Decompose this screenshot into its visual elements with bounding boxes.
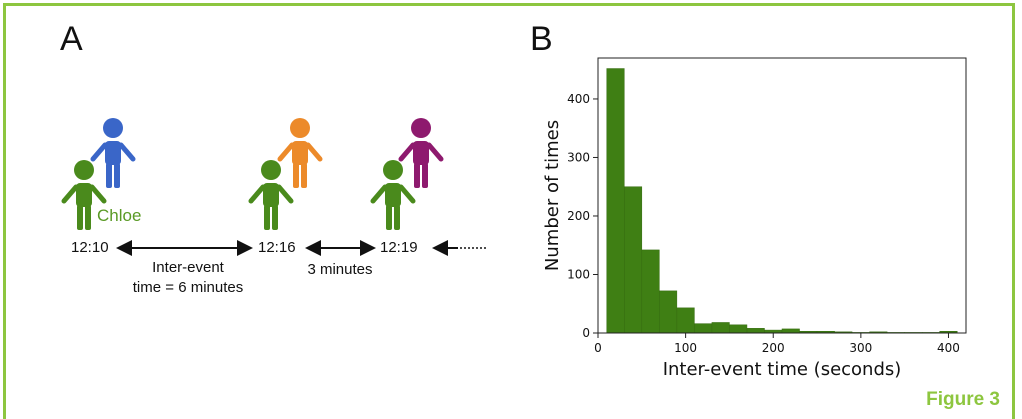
histogram-chart: 0 100 200 300 400 0 100 200 300 400 Inter-event …: [542, 57, 967, 380]
x-tick-label: 400: [937, 341, 960, 355]
x-tick-label: 0: [594, 341, 602, 355]
histogram-bar: [659, 290, 678, 334]
histogram-bar: [711, 322, 730, 334]
plot-area: [597, 57, 967, 334]
time-label-3: 12:19: [380, 239, 418, 256]
y-axis-ticks: 0 100 200 300 400: [567, 92, 598, 340]
x-axis-ticks: 0 100 200 300 400: [594, 333, 960, 355]
x-axis-label: Inter-event time (seconds): [663, 359, 902, 380]
person-name-label: Chloe: [97, 206, 141, 225]
histogram-bar: [781, 328, 800, 334]
y-tick-label: 100: [567, 267, 590, 281]
person-blue-icon: [90, 118, 136, 188]
panel-b-letter: B: [530, 20, 553, 58]
histogram-bar: [729, 324, 748, 334]
histogram-bar: [641, 249, 660, 334]
interval-label-2: 3 minutes: [307, 261, 372, 278]
y-tick-label: 200: [567, 209, 590, 223]
person-chloe-icon: [248, 160, 294, 230]
y-tick-label: 300: [567, 150, 590, 164]
histogram-bar: [624, 186, 643, 334]
histogram-bars: [606, 68, 958, 334]
person-chloe-icon: [61, 160, 107, 230]
y-tick-label: 0: [582, 326, 590, 340]
panel-a-letter: A: [60, 20, 83, 58]
person-chloe-icon: [370, 160, 416, 230]
figure-frame: [3, 3, 1015, 419]
histogram-bar: [606, 68, 625, 334]
interval-label-1-line1: Inter-event: [152, 259, 225, 276]
histogram-bar: [746, 328, 765, 334]
interval-label-1-line2: time = 6 minutes: [133, 279, 243, 296]
histogram-bar: [676, 307, 695, 334]
histogram-bar: [694, 323, 713, 334]
x-tick-label: 200: [762, 341, 785, 355]
figure-label: Figure 3: [926, 389, 1000, 410]
time-label-1: 12:10: [71, 239, 109, 256]
x-tick-label: 300: [849, 341, 872, 355]
x-tick-label: 100: [674, 341, 697, 355]
timeline-diagram: Chloe 12:10 12:16 12:19 Inter-event time…: [61, 118, 486, 296]
time-label-2: 12:16: [258, 239, 296, 256]
person-purple-icon: [398, 118, 444, 188]
y-tick-label: 400: [567, 92, 590, 106]
y-axis-label: Number of times: [542, 120, 563, 271]
person-orange-icon: [277, 118, 323, 188]
